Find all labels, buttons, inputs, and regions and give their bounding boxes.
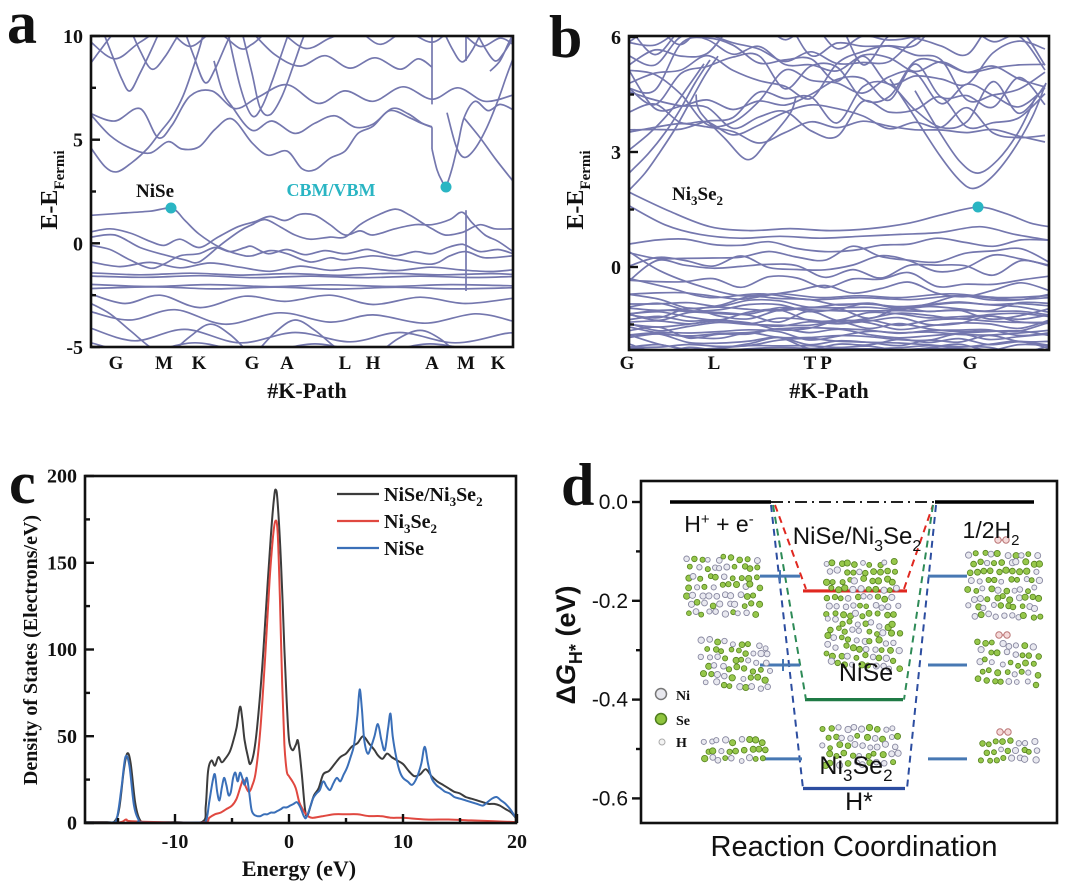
svg-text:Ni3Se2: Ni3Se2	[819, 752, 892, 785]
svg-text:20: 20	[507, 831, 527, 853]
svg-text:G: G	[620, 353, 635, 374]
svg-text:10: 10	[393, 831, 413, 853]
svg-text:M: M	[457, 353, 475, 374]
svg-text:T: T	[804, 353, 817, 374]
svg-text:H: H	[676, 736, 687, 751]
svg-text:L: L	[339, 353, 352, 374]
svg-text:A: A	[280, 353, 294, 374]
svg-text:100: 100	[47, 639, 77, 661]
svg-text:NiSe: NiSe	[136, 181, 174, 202]
svg-text:NiSe/Ni3Se2: NiSe/Ni3Se2	[384, 484, 483, 509]
svg-text:-0.2: -0.2	[592, 590, 628, 613]
svg-text:CBM/VBM: CBM/VBM	[287, 180, 376, 200]
svg-text:L: L	[708, 353, 721, 374]
svg-text:50: 50	[57, 726, 77, 748]
svg-text:d: d	[561, 452, 594, 518]
svg-text:Energy (eV): Energy (eV)	[242, 856, 356, 881]
svg-text:NiSe: NiSe	[839, 659, 893, 687]
svg-text:-10: -10	[162, 831, 189, 853]
svg-text:6: 6	[611, 27, 621, 49]
svg-text:P: P	[820, 353, 832, 374]
svg-text:c: c	[9, 450, 36, 516]
svg-text:-0.6: -0.6	[592, 787, 628, 810]
svg-text:G: G	[245, 353, 260, 374]
svg-text:a: a	[7, 0, 37, 56]
svg-text:-0.4: -0.4	[592, 689, 629, 712]
svg-text:H: H	[366, 353, 381, 374]
svg-text:#K-Path: #K-Path	[789, 378, 868, 403]
svg-text:b: b	[549, 4, 582, 70]
svg-text:3: 3	[611, 142, 621, 164]
svg-text:0: 0	[67, 813, 77, 835]
svg-text:H*: H*	[845, 788, 873, 816]
svg-text:0.0: 0.0	[599, 491, 628, 514]
svg-text:K: K	[192, 353, 207, 374]
svg-text:150: 150	[47, 552, 77, 574]
svg-text:0: 0	[611, 257, 621, 279]
svg-text:A: A	[425, 353, 439, 374]
svg-text:200: 200	[47, 466, 77, 488]
svg-text:K: K	[491, 353, 506, 374]
svg-text:Ni3Se2: Ni3Se2	[384, 511, 437, 536]
svg-text:-5: -5	[66, 337, 83, 359]
svg-text:Se: Se	[676, 714, 690, 729]
svg-text:Reaction Coordination: Reaction Coordination	[711, 831, 998, 863]
svg-text:ΔGH* (eV): ΔGH* (eV)	[551, 586, 586, 705]
svg-text:5: 5	[73, 130, 83, 152]
svg-text:G: G	[963, 353, 978, 374]
svg-text:0: 0	[73, 233, 83, 255]
svg-text:Ni: Ni	[676, 689, 690, 704]
svg-text:Ni3Se2: Ni3Se2	[672, 184, 723, 208]
svg-text:#K-Path: #K-Path	[267, 378, 346, 403]
svg-text:NiSe: NiSe	[384, 538, 424, 560]
svg-text:NiSe/Ni3Se2: NiSe/Ni3Se2	[793, 523, 922, 555]
svg-text:0: 0	[284, 831, 294, 853]
svg-text:M: M	[155, 353, 173, 374]
svg-text:G: G	[109, 353, 124, 374]
svg-text:Density of States (Electrons/e: Density of States (Electrons/eV)	[20, 515, 42, 785]
svg-text:10: 10	[63, 26, 83, 48]
svg-text:H+ + e-: H+ + e-	[684, 511, 753, 537]
